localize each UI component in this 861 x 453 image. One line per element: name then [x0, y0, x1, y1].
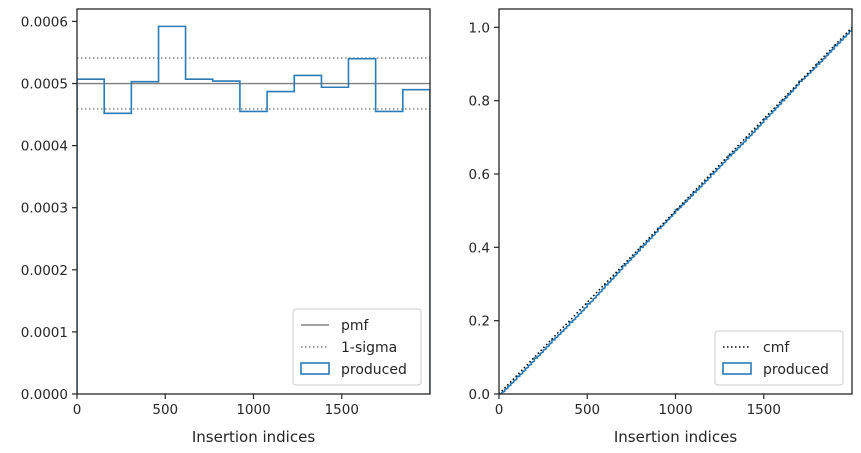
y-tick-label: 0.8 — [469, 94, 490, 110]
legend-box — [292, 308, 422, 386]
histogram-bin — [213, 81, 240, 394]
histogram-bin — [186, 79, 213, 394]
legend-box — [714, 330, 844, 386]
x-axis-label: Insertion indices — [192, 428, 315, 446]
panel-1: 0 500 1000 1500 0.0000 0.0001 0.0002 0.0003 0.00… — [21, 8, 431, 446]
y-tick-label: 0.0000 — [21, 387, 68, 403]
plot-area — [499, 26, 852, 394]
legend-label: cmf — [763, 340, 790, 356]
y-tick-label: 1.0 — [469, 20, 490, 36]
legend-label: pmf — [341, 318, 370, 334]
x-tick-label: 1500 — [747, 402, 781, 418]
panel-2: 0 500 1000 1500 0.0 0.2 0.4 0.6 0.8 1.0 Insertion … — [469, 8, 853, 446]
produced-histogram-outline — [77, 25, 430, 394]
y-tick-label: 0.6 — [469, 167, 490, 183]
y-tick-label: 0.0006 — [21, 14, 68, 30]
x-tick-label: 1000 — [658, 402, 692, 418]
legend: cmf produced — [714, 330, 844, 386]
x-tick-label: 0 — [73, 402, 82, 418]
y-tick-label: 0.0004 — [21, 139, 68, 155]
x-tick-label: 1500 — [325, 402, 359, 418]
legend-swatch-produced — [300, 362, 330, 375]
legend: pmf 1-sigma produced — [292, 308, 422, 386]
y-tick-label: 0.0005 — [21, 77, 68, 93]
plot-area — [77, 25, 430, 394]
histogram-bin — [104, 113, 131, 394]
legend-label: produced — [763, 362, 829, 378]
y-tick-label: 0.0002 — [21, 263, 68, 279]
histogram-bin — [77, 79, 104, 394]
y-tick-label: 0.0001 — [21, 325, 68, 341]
x-axis-label: Insertion indices — [614, 428, 737, 446]
x-tick-label: 0 — [495, 402, 504, 418]
histogram-bin — [267, 92, 294, 394]
histogram-bin — [131, 82, 158, 394]
x-tick-label: 500 — [574, 402, 600, 418]
y-tick-label: 0.0 — [469, 387, 490, 403]
y-tick-label: 0.2 — [469, 314, 490, 330]
histogram-bin — [159, 26, 186, 394]
cmf-line — [499, 26, 852, 394]
histogram-bin — [240, 111, 267, 394]
x-tick-label: 500 — [152, 402, 178, 418]
y-tick-label: 0.4 — [469, 240, 490, 256]
legend-label: produced — [341, 362, 407, 378]
x-tick-label: 1000 — [236, 402, 270, 418]
produced-line — [499, 27, 852, 394]
y-tick-label: 0.0003 — [21, 201, 68, 217]
legend-swatch-produced — [722, 362, 752, 375]
legend-label: 1-sigma — [341, 340, 397, 356]
